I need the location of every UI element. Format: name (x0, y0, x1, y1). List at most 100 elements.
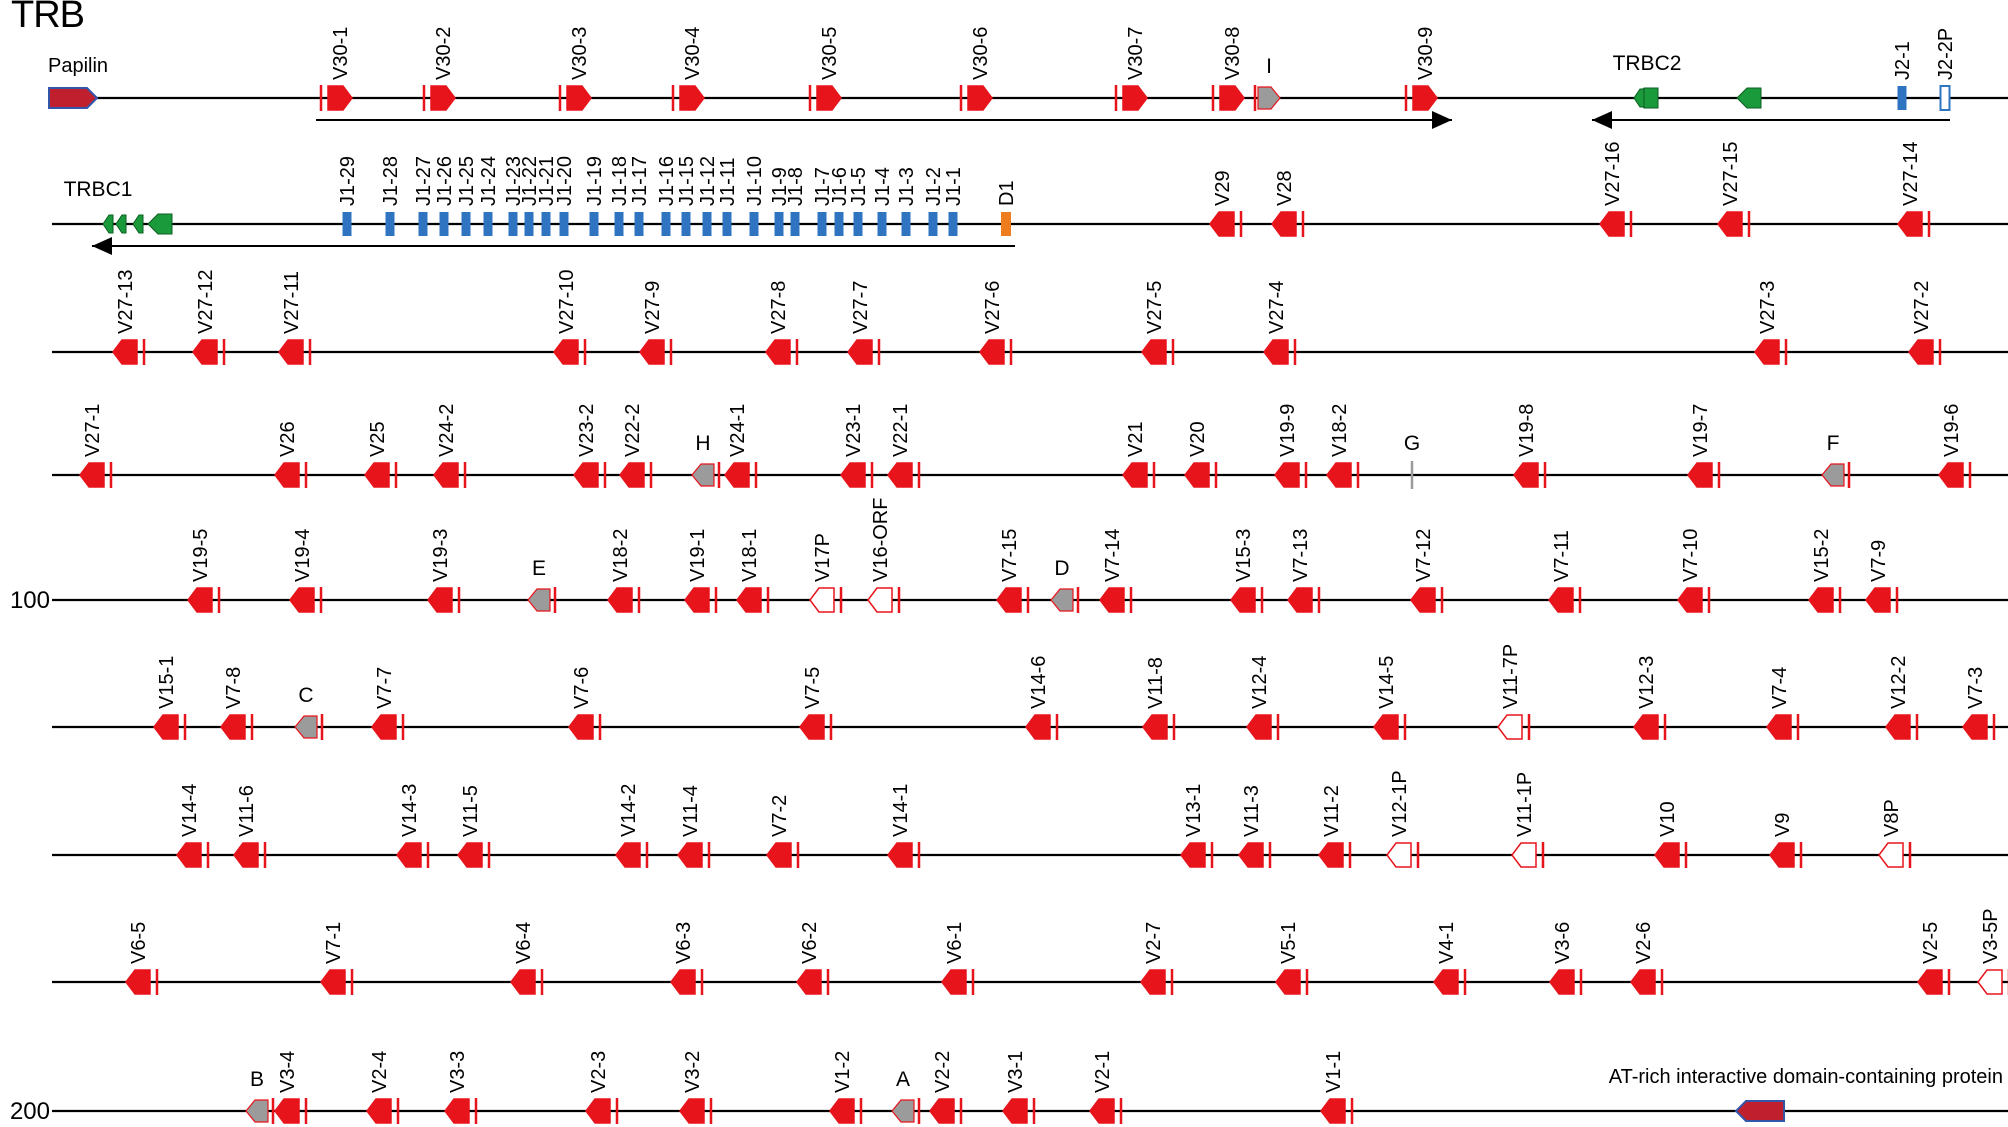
gene-j1-2-shape (928, 212, 938, 236)
gene-v27-1-shape (79, 462, 105, 488)
gene-j1-11-label: J1-11 (717, 157, 739, 206)
transcription-arrow-head-row-2-1 (92, 237, 112, 255)
gene-j1-28-label: J1-28 (380, 156, 402, 206)
gene-v27-3-shape (1754, 339, 1780, 365)
gene-v7-13-shape (1287, 587, 1313, 613)
gene-v18-1-shape (736, 587, 762, 613)
gene-j2-1-label: J2-1 (1892, 41, 1914, 80)
gene-v4-1-shape (1433, 969, 1459, 995)
gene-v28-label: V28 (1274, 170, 1296, 206)
gene-v27-10-shape (553, 339, 579, 365)
gene-v3-4-shape (274, 1098, 300, 1124)
gene-v27-6-label: V27-6 (982, 281, 1004, 334)
gene-j1-5-shape (853, 212, 863, 236)
gene-v11-4-label: V11-4 (680, 785, 702, 837)
gene-j1-4-shape (877, 212, 887, 236)
gene-c-label: C (298, 684, 313, 707)
gene-v14-4-shape (176, 842, 202, 868)
gene-v27-6-shape (979, 339, 1005, 365)
gene-v19-1-shape (684, 587, 710, 613)
gene-v27-11-shape (278, 339, 304, 365)
gene-v14-6-label: V14-6 (1028, 656, 1050, 709)
gene-v7-10-label: V7-10 (1680, 529, 1702, 582)
gene-v30-1-label: V30-1 (330, 27, 352, 80)
gene-v7-13-label: V7-13 (1290, 529, 1312, 582)
gene-j1-21-label: J1-21 (536, 156, 558, 206)
gene-v12-2-label: V12-2 (1888, 656, 1910, 709)
gene-v7-1-label: V7-1 (323, 922, 345, 964)
gene-j1-12-shape (702, 212, 712, 236)
gene-j1-15-label: J1-15 (676, 156, 698, 206)
gene-v30-5-shape (816, 85, 842, 111)
gene-v19-3-shape (427, 587, 453, 613)
gene-j1-19-label: J1-19 (584, 156, 606, 206)
gene-e-label: E (532, 557, 546, 580)
gene-j1-17-label: J1-17 (629, 156, 651, 206)
gene-v18-1-label: V18-1 (739, 529, 761, 582)
gene-v11-6-shape (233, 842, 259, 868)
gene-v12-1p-label: V12-1P (1389, 770, 1411, 837)
gene-v2-6-shape (1630, 969, 1656, 995)
gene-v7-9-label: V7-9 (1868, 540, 1890, 582)
gene-v14-5-label: V14-5 (1376, 656, 1398, 709)
gene-e-shape (527, 588, 551, 612)
gene-v12-4-label: V12-4 (1249, 656, 1271, 709)
gene-v30-2-label: V30-2 (433, 27, 455, 80)
gene-j1-6-label: J1-6 (829, 167, 851, 206)
gene-d1-label: D1 (996, 180, 1018, 206)
gene-v23-1-label: V23-1 (843, 404, 865, 457)
gene-v7-12-label: V7-12 (1413, 529, 1435, 582)
gene-v26-label: V26 (277, 421, 299, 457)
gene-v7-14-shape (1099, 587, 1125, 613)
gene-h-shape (691, 463, 715, 487)
gene-j2-1-shape (1897, 86, 1907, 110)
gene-v30-7-label: V30-7 (1125, 27, 1147, 80)
gene-j1-25-label: J1-25 (456, 156, 478, 206)
gene-v24-2-label: V24-2 (436, 404, 458, 457)
gene-j1-9-shape (774, 212, 784, 236)
gene-v11-6-label: V11-6 (236, 785, 258, 837)
gene-j2-2p-shape (1939, 85, 1951, 111)
gene-v27-13-label: V27-13 (115, 270, 137, 335)
gene-g-label: G (1404, 432, 1420, 455)
gene-v11-2-label: V11-2 (1321, 785, 1343, 837)
gene-v7-4-shape (1766, 714, 1792, 740)
gene-v27-7-label: V27-7 (850, 281, 872, 334)
gene-a-label: A (896, 1068, 910, 1091)
gene-v17p-label: V17P (812, 533, 834, 582)
gene-v10-label: V10 (1657, 801, 1679, 837)
gene-v7-12-shape (1410, 587, 1436, 613)
gene-v11-7p-label: V11-7P (1500, 644, 1522, 709)
gene-v19-8-label: V19-8 (1516, 404, 1538, 457)
gene-v7-3-label: V7-3 (1965, 667, 1987, 709)
gene-i-label: I (1266, 55, 1272, 78)
gene-v18-2-label: V18-2 (1329, 404, 1351, 457)
gene-v12-2-shape (1885, 714, 1911, 740)
gene-v27-5-label: V27-5 (1144, 281, 1166, 334)
gene-v27-15-label: V27-15 (1720, 142, 1742, 207)
gene-v7-4-label: V7-4 (1769, 667, 1791, 709)
gene-j1-3-shape (901, 212, 911, 236)
gene-v30-7-shape (1122, 85, 1148, 111)
gene-v6-5-label: V6-5 (128, 922, 150, 964)
gene-v7-7-label: V7-7 (374, 667, 396, 709)
gene-j1-16-shape (661, 212, 671, 236)
gene-v19-7-shape (1687, 462, 1713, 488)
gene-v9-label: V9 (1772, 813, 1794, 837)
gene-v8p-label: V8P (1881, 799, 1903, 837)
gene-j1-26-label: J1-26 (434, 156, 456, 206)
gene-v8p-shape (1878, 842, 1904, 868)
gene-v19-4-label: V19-4 (292, 529, 314, 582)
gene-v11-3-label: V11-3 (1241, 785, 1263, 837)
gene-a-shape (891, 1099, 915, 1123)
gene-v30-5-label: V30-5 (819, 27, 841, 80)
gene-v2-4-label: V2-4 (369, 1051, 391, 1093)
gene-j1-28-shape (385, 212, 395, 236)
gene-v6-2-label: V6-2 (799, 922, 821, 964)
gene-v11-1p-label: V11-1P (1514, 772, 1536, 837)
gene-v22-1-label: V22-1 (890, 404, 912, 457)
gene-v19-6-shape (1938, 462, 1964, 488)
gene-j1-8-shape (790, 212, 800, 236)
gene-v30-8-shape (1219, 85, 1245, 111)
gene-v22-2-shape (619, 462, 645, 488)
